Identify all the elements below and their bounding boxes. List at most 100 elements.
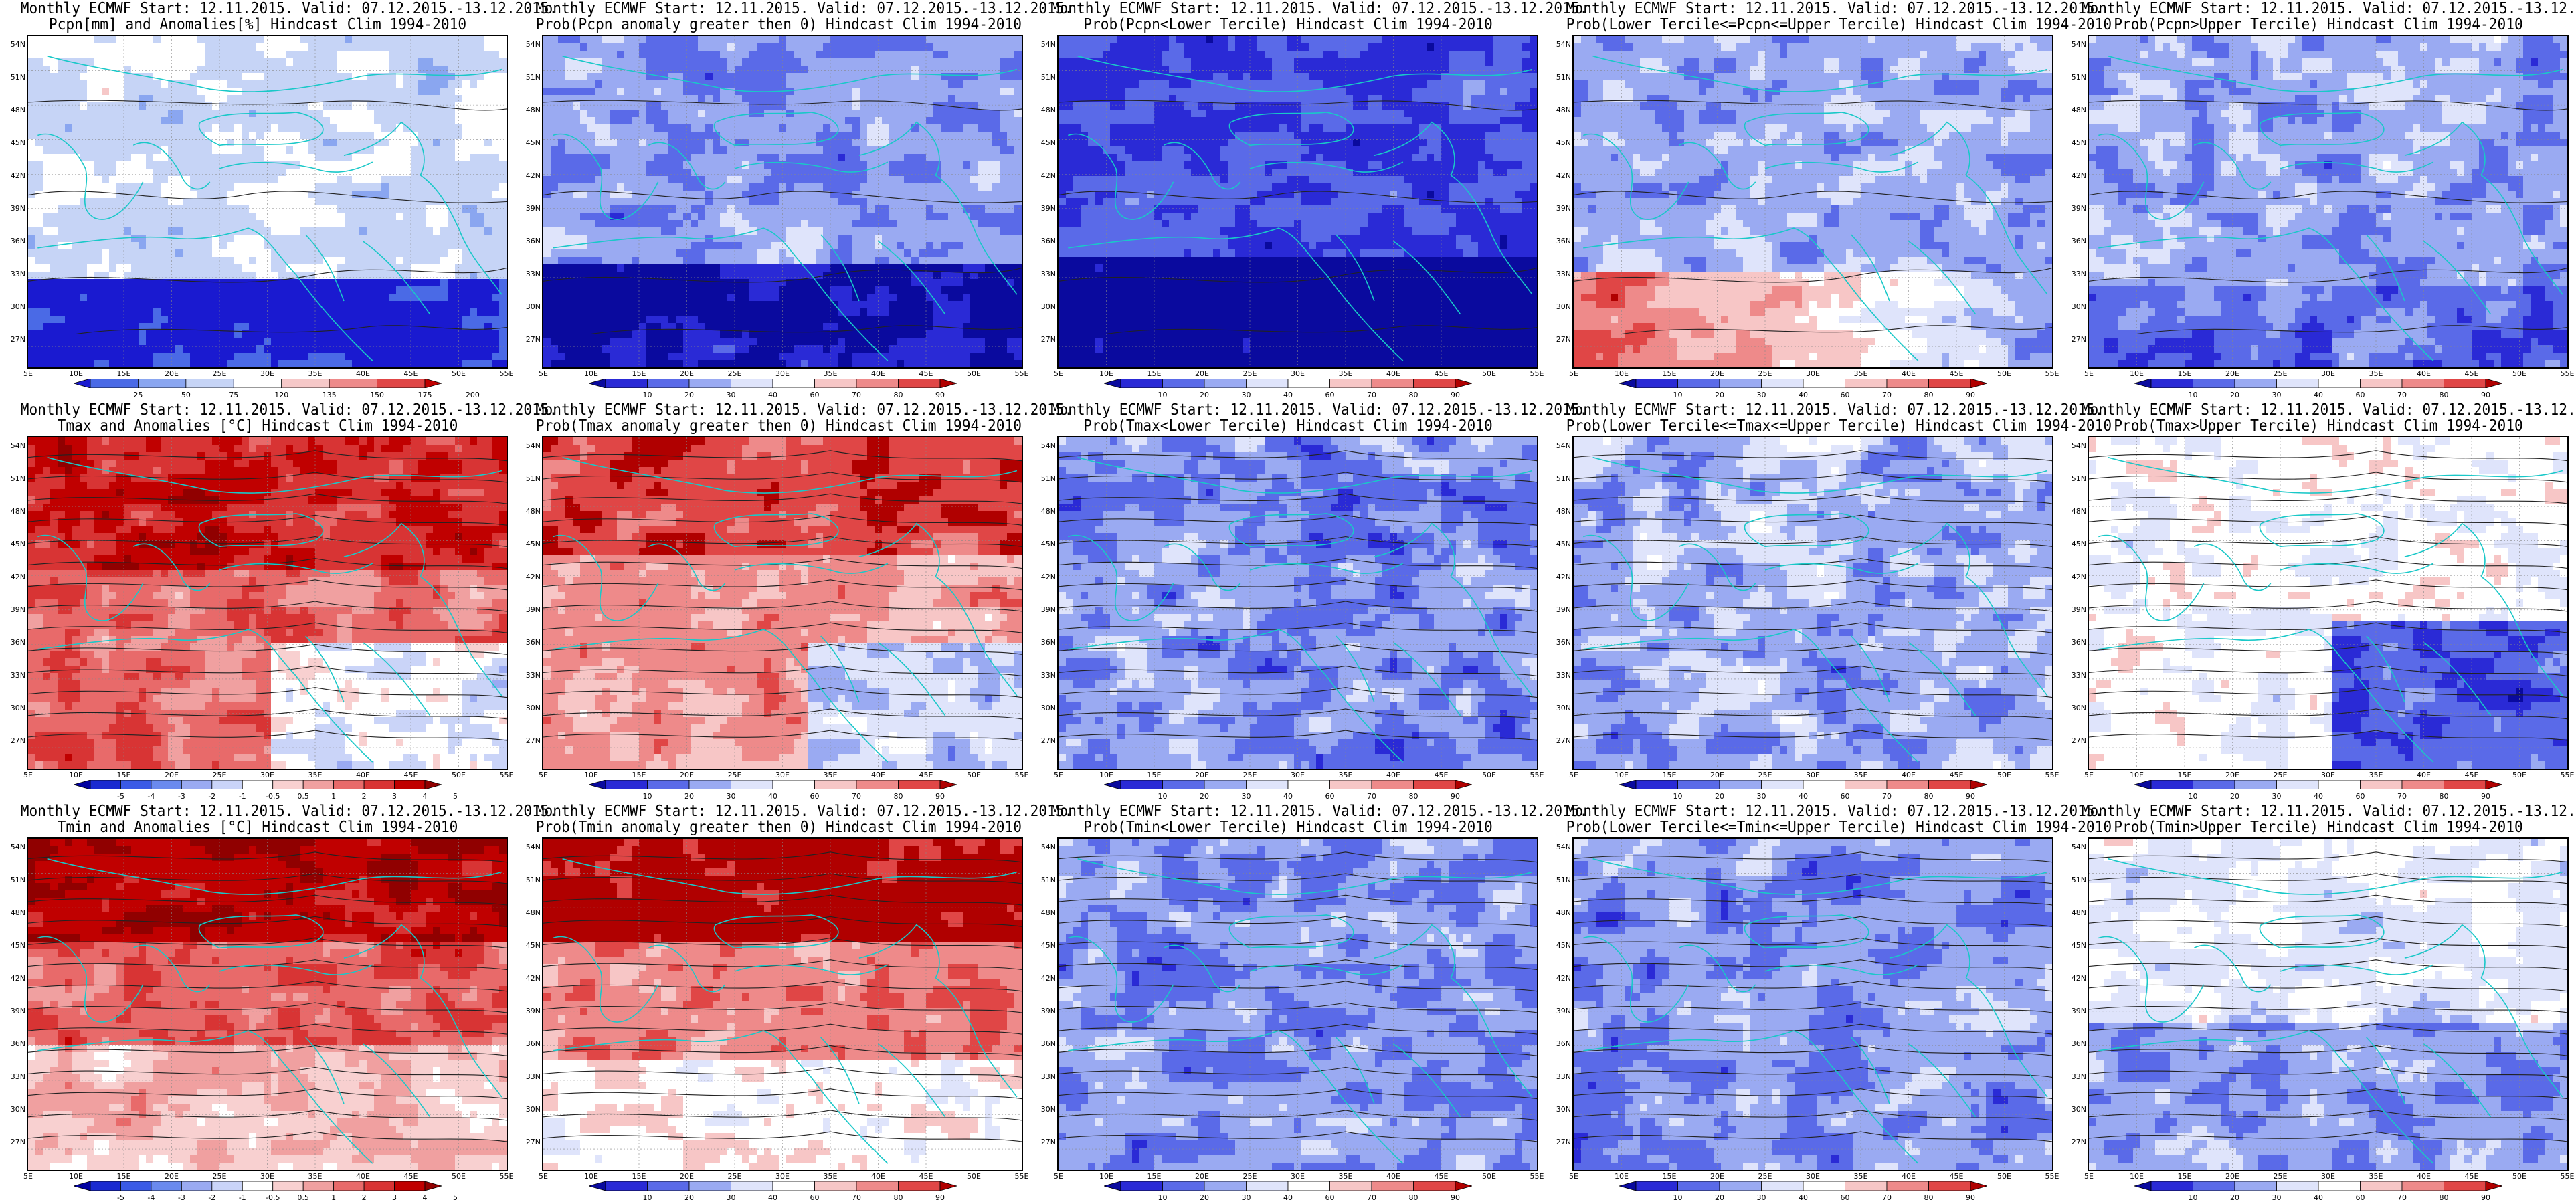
latitude-label: 39N [1,204,25,213]
longitude-label: 5E [1560,369,1587,378]
longitude-label: 45E [1428,1172,1455,1181]
map-panel: Monthly ECMWF Start: 12.11.2015. Valid: … [1546,401,2112,803]
colorbar-tick: 20 [674,391,704,399]
colorbar-tick: -0.5 [258,1193,288,1202]
colorbar-tick: 70 [1357,1193,1386,1202]
longitude-label: 45E [1428,369,1455,378]
colorbar-tick: 40 [2304,1193,2333,1202]
colorbar-tick: 90 [1956,391,1985,399]
longitude-label: 35E [1847,369,1874,378]
longitude-label: 55E [1524,369,1550,378]
latitude-label: 36N [1,237,25,245]
colorbar-tick: 10 [2179,792,2208,801]
colorbar-tick: 40 [758,1193,788,1202]
colorbar [74,780,442,789]
colorbar-tick: 5 [440,792,470,801]
longitude-label: 30E [1800,369,1827,378]
colorbar [589,379,957,388]
panel-header: Monthly ECMWF Start: 12.11.2015. Valid: … [2082,0,2576,17]
colorbar-tick: 80 [884,792,913,801]
latitude-label: 45N [2062,941,2086,950]
latitude-label: 27N [2062,335,2086,344]
latitude-label: 33N [1,270,25,278]
latitude-label: 54N [1,843,25,851]
longitude-label: 35E [2363,1172,2389,1181]
longitude-label: 40E [865,1172,892,1181]
longitude-label: 50E [1991,369,2018,378]
colorbar-tick: 10 [633,391,662,399]
latitude-label: 45N [517,540,541,548]
longitude-label: 55E [1008,771,1035,779]
longitude-label: 40E [350,1172,377,1181]
longitude-label: 15E [110,771,137,779]
panel-header: Monthly ECMWF Start: 12.11.2015. Valid: … [1051,401,1588,419]
latitude-label: 54N [1032,843,1056,851]
latitude-label: 27N [1032,1138,1056,1146]
colorbar-tick: 4 [410,1193,440,1202]
longitude-label: 15E [1656,1172,1683,1181]
longitude-label: 30E [769,771,796,779]
latitude-label: 48N [2062,507,2086,516]
latitude-label: 48N [1032,507,1056,516]
colorbar-tick: 90 [2471,792,2500,801]
latitude-label: 27N [1,736,25,745]
colorbar-tick: 60 [800,792,830,801]
longitude-label: 5E [2076,771,2102,779]
longitude-label: 35E [2363,771,2389,779]
colorbar-tick: 70 [1872,391,1902,399]
panel-header: Monthly ECMWF Start: 12.11.2015. Valid: … [536,401,1073,419]
longitude-label: 55E [2039,369,2065,378]
latitude-label: 54N [1547,441,1571,450]
colorbar-tick: 40 [2304,792,2333,801]
colorbar-tick: 75 [219,391,248,399]
longitude-label: 30E [1285,369,1311,378]
colorbar-tick: 60 [2346,792,2375,801]
colorbar-tick: 40 [1788,792,1818,801]
longitude-label: 55E [493,771,520,779]
longitude-label: 40E [1896,369,1922,378]
latitude-label: 51N [1,876,25,884]
map-area [27,436,508,770]
longitude-label: 50E [2506,369,2533,378]
map-panel: Monthly ECMWF Start: 12.11.2015. Valid: … [515,401,1073,803]
colorbar-tick: 60 [1315,792,1345,801]
longitude-label: 45E [913,771,939,779]
map-area [1057,436,1538,770]
latitude-label: 36N [1032,638,1056,647]
latitude-label: 51N [517,73,541,82]
longitude-label: 5E [1045,369,1072,378]
longitude-label: 40E [2411,1172,2437,1181]
longitude-label: 50E [446,771,472,779]
colorbar-tick: 3 [380,792,409,801]
colorbar [1104,379,1472,388]
longitude-label: 25E [206,771,233,779]
map-panel: Monthly ECMWF Start: 12.11.2015. Valid: … [2061,803,2576,1204]
latitude-label: 48N [1,908,25,917]
latitude-label: 27N [517,1138,541,1146]
colorbar-tick: 80 [1914,792,1944,801]
longitude-label: 25E [721,771,748,779]
colorbar-tick: 80 [884,391,913,399]
longitude-label: 15E [1141,771,1168,779]
latitude-label: 42N [1032,171,1056,180]
colorbar-tick: 40 [2304,391,2333,399]
colorbar-tick: 20 [674,1193,704,1202]
latitude-label: 27N [1032,335,1056,344]
longitude-label: 40E [350,771,377,779]
map-area [1572,35,2053,369]
colorbar [589,1181,957,1191]
panel-header: Monthly ECMWF Start: 12.11.2015. Valid: … [1566,0,2104,17]
latitude-label: 33N [517,671,541,680]
latitude-label: 33N [2062,270,2086,278]
latitude-label: 33N [1547,1072,1571,1081]
latitude-label: 33N [2062,1072,2086,1081]
latitude-label: 39N [517,1007,541,1015]
latitude-label: 33N [1547,671,1571,680]
longitude-label: 30E [254,369,281,378]
latitude-label: 36N [517,237,541,245]
panel-header: Monthly ECMWF Start: 12.11.2015. Valid: … [536,0,1073,17]
longitude-label: 20E [674,771,701,779]
longitude-label: 35E [2363,369,2389,378]
colorbar-tick: 40 [1273,1193,1303,1202]
map-area [2088,436,2569,770]
